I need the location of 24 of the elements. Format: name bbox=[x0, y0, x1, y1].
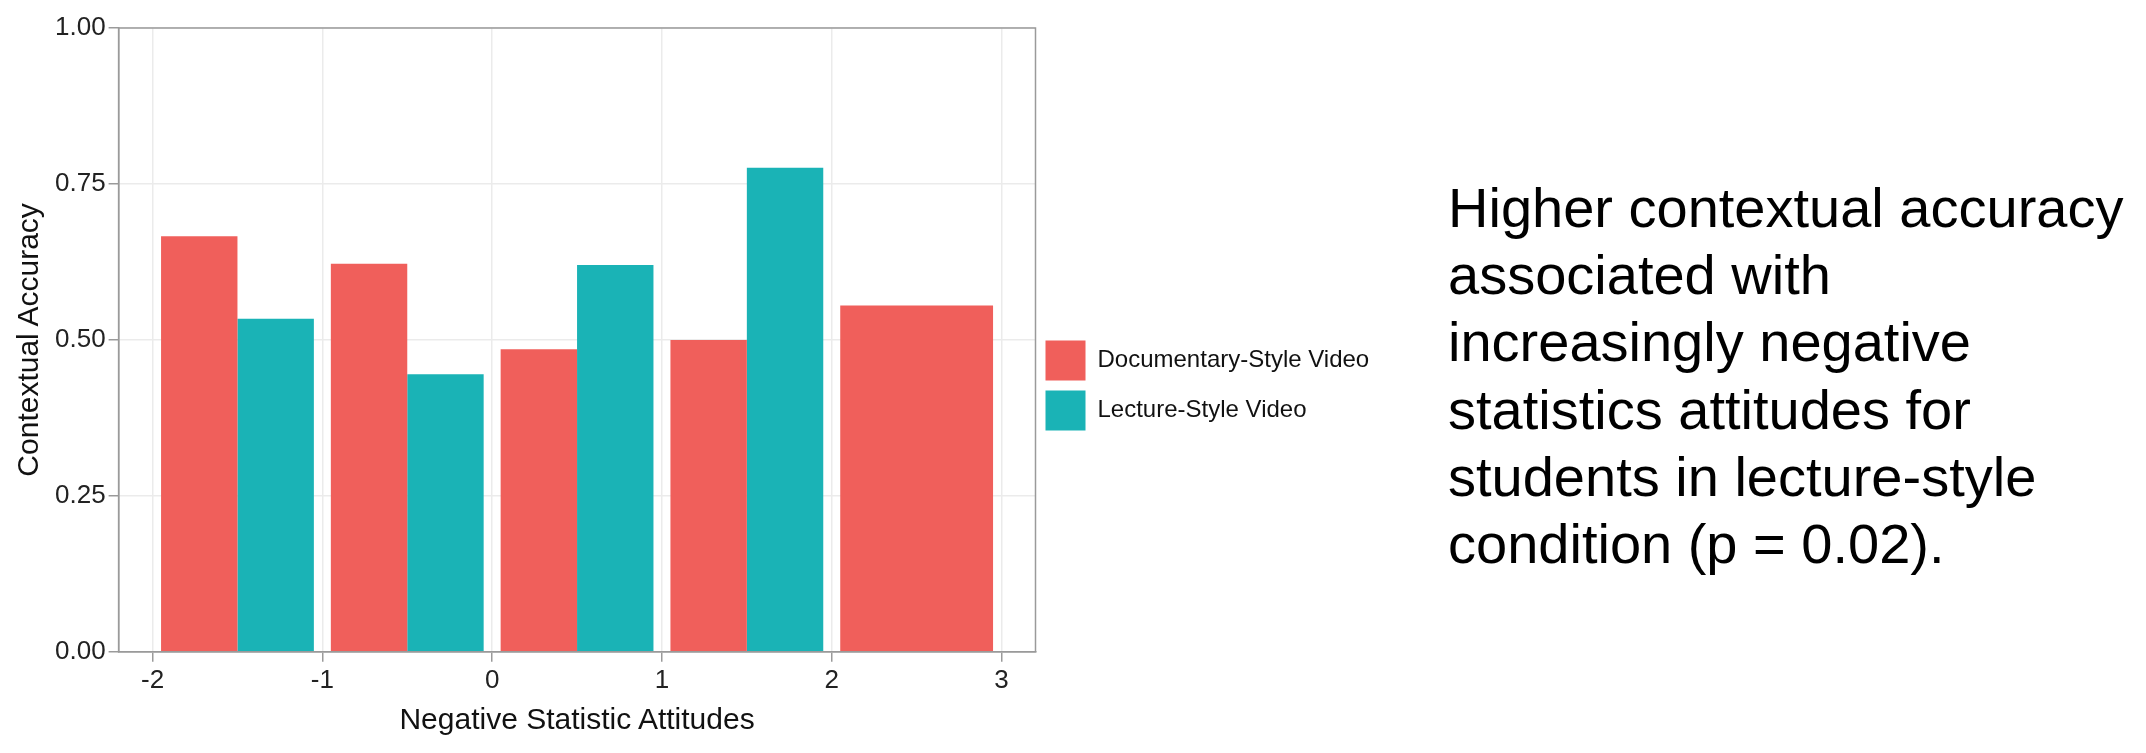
bar bbox=[577, 265, 654, 652]
x-tick-label: 0 bbox=[484, 663, 500, 694]
x-axis-title: Negative Statistic Attitudes bbox=[399, 702, 755, 736]
y-tick-label: 0.75 bbox=[54, 167, 106, 198]
y-tick-label: 0.00 bbox=[54, 634, 106, 665]
bar bbox=[237, 318, 314, 652]
bar bbox=[746, 167, 824, 652]
bar bbox=[670, 339, 747, 652]
legend-label: Lecture-Style Video bbox=[1097, 395, 1307, 423]
x-tick-label: -2 bbox=[141, 663, 165, 694]
x-tick-label: 3 bbox=[994, 663, 1009, 694]
x-tick-label: -1 bbox=[310, 663, 334, 694]
bar bbox=[500, 349, 578, 652]
text: Higher contextual accuracy associated with increasingly negative statistics attitudes for students in lecture-style condition (p = 0.02). bbox=[1448, 174, 2125, 577]
y-tick-label: 0.25 bbox=[54, 479, 106, 510]
y-tick-label: 0.50 bbox=[54, 323, 106, 354]
x-tick-label: 1 bbox=[654, 663, 670, 694]
legend-label: Documentary-Style Video bbox=[1097, 345, 1370, 373]
y-axis-title: Contextual Accuracy bbox=[11, 203, 45, 477]
bar bbox=[407, 374, 484, 652]
bar bbox=[330, 263, 408, 652]
x-tick-label: 2 bbox=[824, 663, 839, 694]
y-tick-label: 1.00 bbox=[54, 11, 106, 42]
bar bbox=[161, 236, 238, 652]
